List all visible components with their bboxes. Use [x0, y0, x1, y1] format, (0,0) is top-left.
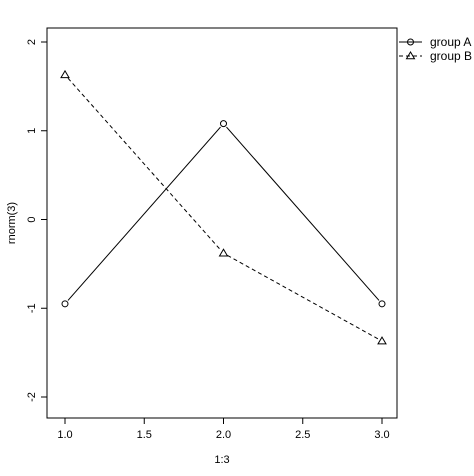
y-tick-label: 0	[26, 216, 38, 222]
legend-label: group A	[430, 35, 471, 49]
legend-marker-circle	[407, 38, 414, 46]
y-tick-label: 1	[26, 128, 38, 134]
y-tick-label: -2	[26, 392, 38, 402]
data-point-triangle	[218, 248, 229, 257]
x-tick-label: 2.5	[295, 429, 310, 441]
series-line-segment	[67, 77, 221, 251]
y-tick-label: 2	[26, 39, 38, 45]
data-point-triangle	[60, 69, 70, 79]
series-line-segment	[226, 126, 380, 301]
series-line-segment	[67, 126, 221, 301]
data-point-circle	[220, 120, 227, 128]
x-axis: 1.0 1.5 2.0 2.5 3.0	[57, 417, 390, 441]
series-layer	[60, 69, 387, 345]
x-tick-label: 1.0	[57, 429, 72, 441]
data-point-triangle	[377, 336, 387, 345]
y-axis-title: rnorm(3)	[6, 202, 18, 244]
series-b	[60, 69, 387, 345]
legend-marker-triangle	[405, 51, 416, 60]
x-axis-title: 1:3	[214, 454, 229, 466]
x-tick-label: 1.5	[137, 429, 152, 441]
data-point-circle	[378, 300, 386, 308]
x-tick-label: 2.0	[216, 429, 231, 441]
x-tick-label: 3.0	[374, 429, 389, 441]
legend-label: group B	[430, 49, 472, 63]
data-point-circle	[61, 300, 69, 308]
y-tick-label: -1	[26, 303, 38, 313]
y-axis: -2 -1 0 1 2	[26, 39, 48, 402]
series-line-segment	[227, 254, 379, 340]
series-a	[61, 120, 386, 308]
